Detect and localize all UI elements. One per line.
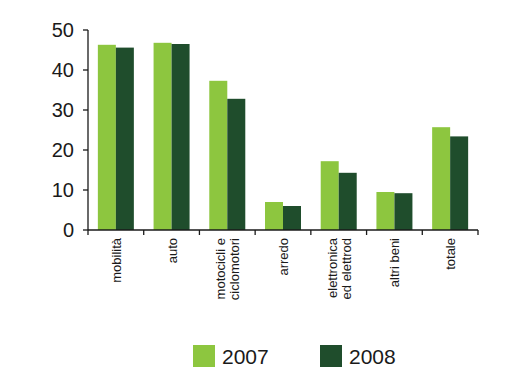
x-tick bbox=[366, 230, 367, 235]
y-axis bbox=[87, 30, 88, 230]
y-tick-label: 20 bbox=[52, 139, 74, 161]
x-tick-label-line: ciclomotori bbox=[227, 238, 242, 300]
bar bbox=[283, 206, 301, 230]
x-tick bbox=[254, 230, 255, 235]
y-tick-label: 40 bbox=[52, 59, 74, 81]
legend-label: 2008 bbox=[349, 345, 396, 368]
x-tick-label-line: motocicli e bbox=[213, 238, 228, 299]
y-tick-label: 50 bbox=[52, 19, 74, 41]
x-tick-label: elettronicaed elettrod bbox=[325, 237, 354, 299]
x-tick-label-line: elettronica bbox=[325, 237, 340, 298]
bar bbox=[339, 173, 357, 230]
bar bbox=[154, 43, 172, 230]
x-tick-label-line: ed elettrod bbox=[339, 238, 354, 299]
bar bbox=[209, 81, 227, 230]
x-tick-label-line: mobilità bbox=[109, 237, 124, 283]
x-tick-label: arredo bbox=[276, 238, 291, 276]
y-tick bbox=[83, 69, 88, 70]
y-tick bbox=[83, 189, 88, 190]
x-tick-label: altri beni bbox=[387, 238, 402, 287]
y-tick-label: 10 bbox=[52, 179, 74, 201]
x-tick-label-line: altri beni bbox=[387, 238, 402, 287]
x-tick bbox=[199, 230, 200, 235]
bar bbox=[116, 48, 134, 230]
bar bbox=[394, 193, 412, 230]
bar bbox=[98, 45, 116, 230]
x-tick bbox=[143, 230, 144, 235]
y-tick bbox=[83, 149, 88, 150]
chart: 0 10 20 30 40 50 mobilità auto motocicli eciclom… bbox=[0, 0, 506, 381]
y-tick-label: 0 bbox=[63, 219, 74, 241]
bar bbox=[376, 192, 394, 230]
bar bbox=[172, 44, 190, 230]
x-tick bbox=[87, 230, 88, 235]
y-tick-label: 30 bbox=[52, 99, 74, 121]
y-tick bbox=[83, 109, 88, 110]
x-tick bbox=[422, 230, 423, 235]
bar bbox=[432, 127, 450, 230]
x-tick bbox=[477, 230, 478, 235]
y-tick bbox=[83, 29, 88, 30]
x-tick-label: mobilità bbox=[109, 237, 124, 283]
legend-swatch bbox=[320, 345, 342, 367]
x-tick-label-line: arredo bbox=[276, 238, 291, 276]
bar bbox=[265, 202, 283, 230]
legend-swatch bbox=[193, 345, 215, 367]
x-tick-label-line: auto bbox=[165, 238, 180, 263]
x-tick bbox=[310, 230, 311, 235]
x-axis bbox=[88, 229, 478, 230]
legend-label: 2007 bbox=[222, 345, 269, 368]
bar bbox=[450, 136, 468, 230]
x-tick-label: auto bbox=[165, 238, 180, 263]
y-tick bbox=[83, 229, 88, 230]
x-tick-label-line: totale bbox=[443, 238, 458, 270]
bars bbox=[98, 43, 468, 230]
x-tick-label: motocicli eciclomotori bbox=[213, 238, 242, 300]
x-tick-label: totale bbox=[443, 238, 458, 270]
bar bbox=[227, 99, 245, 230]
bar bbox=[321, 161, 339, 230]
